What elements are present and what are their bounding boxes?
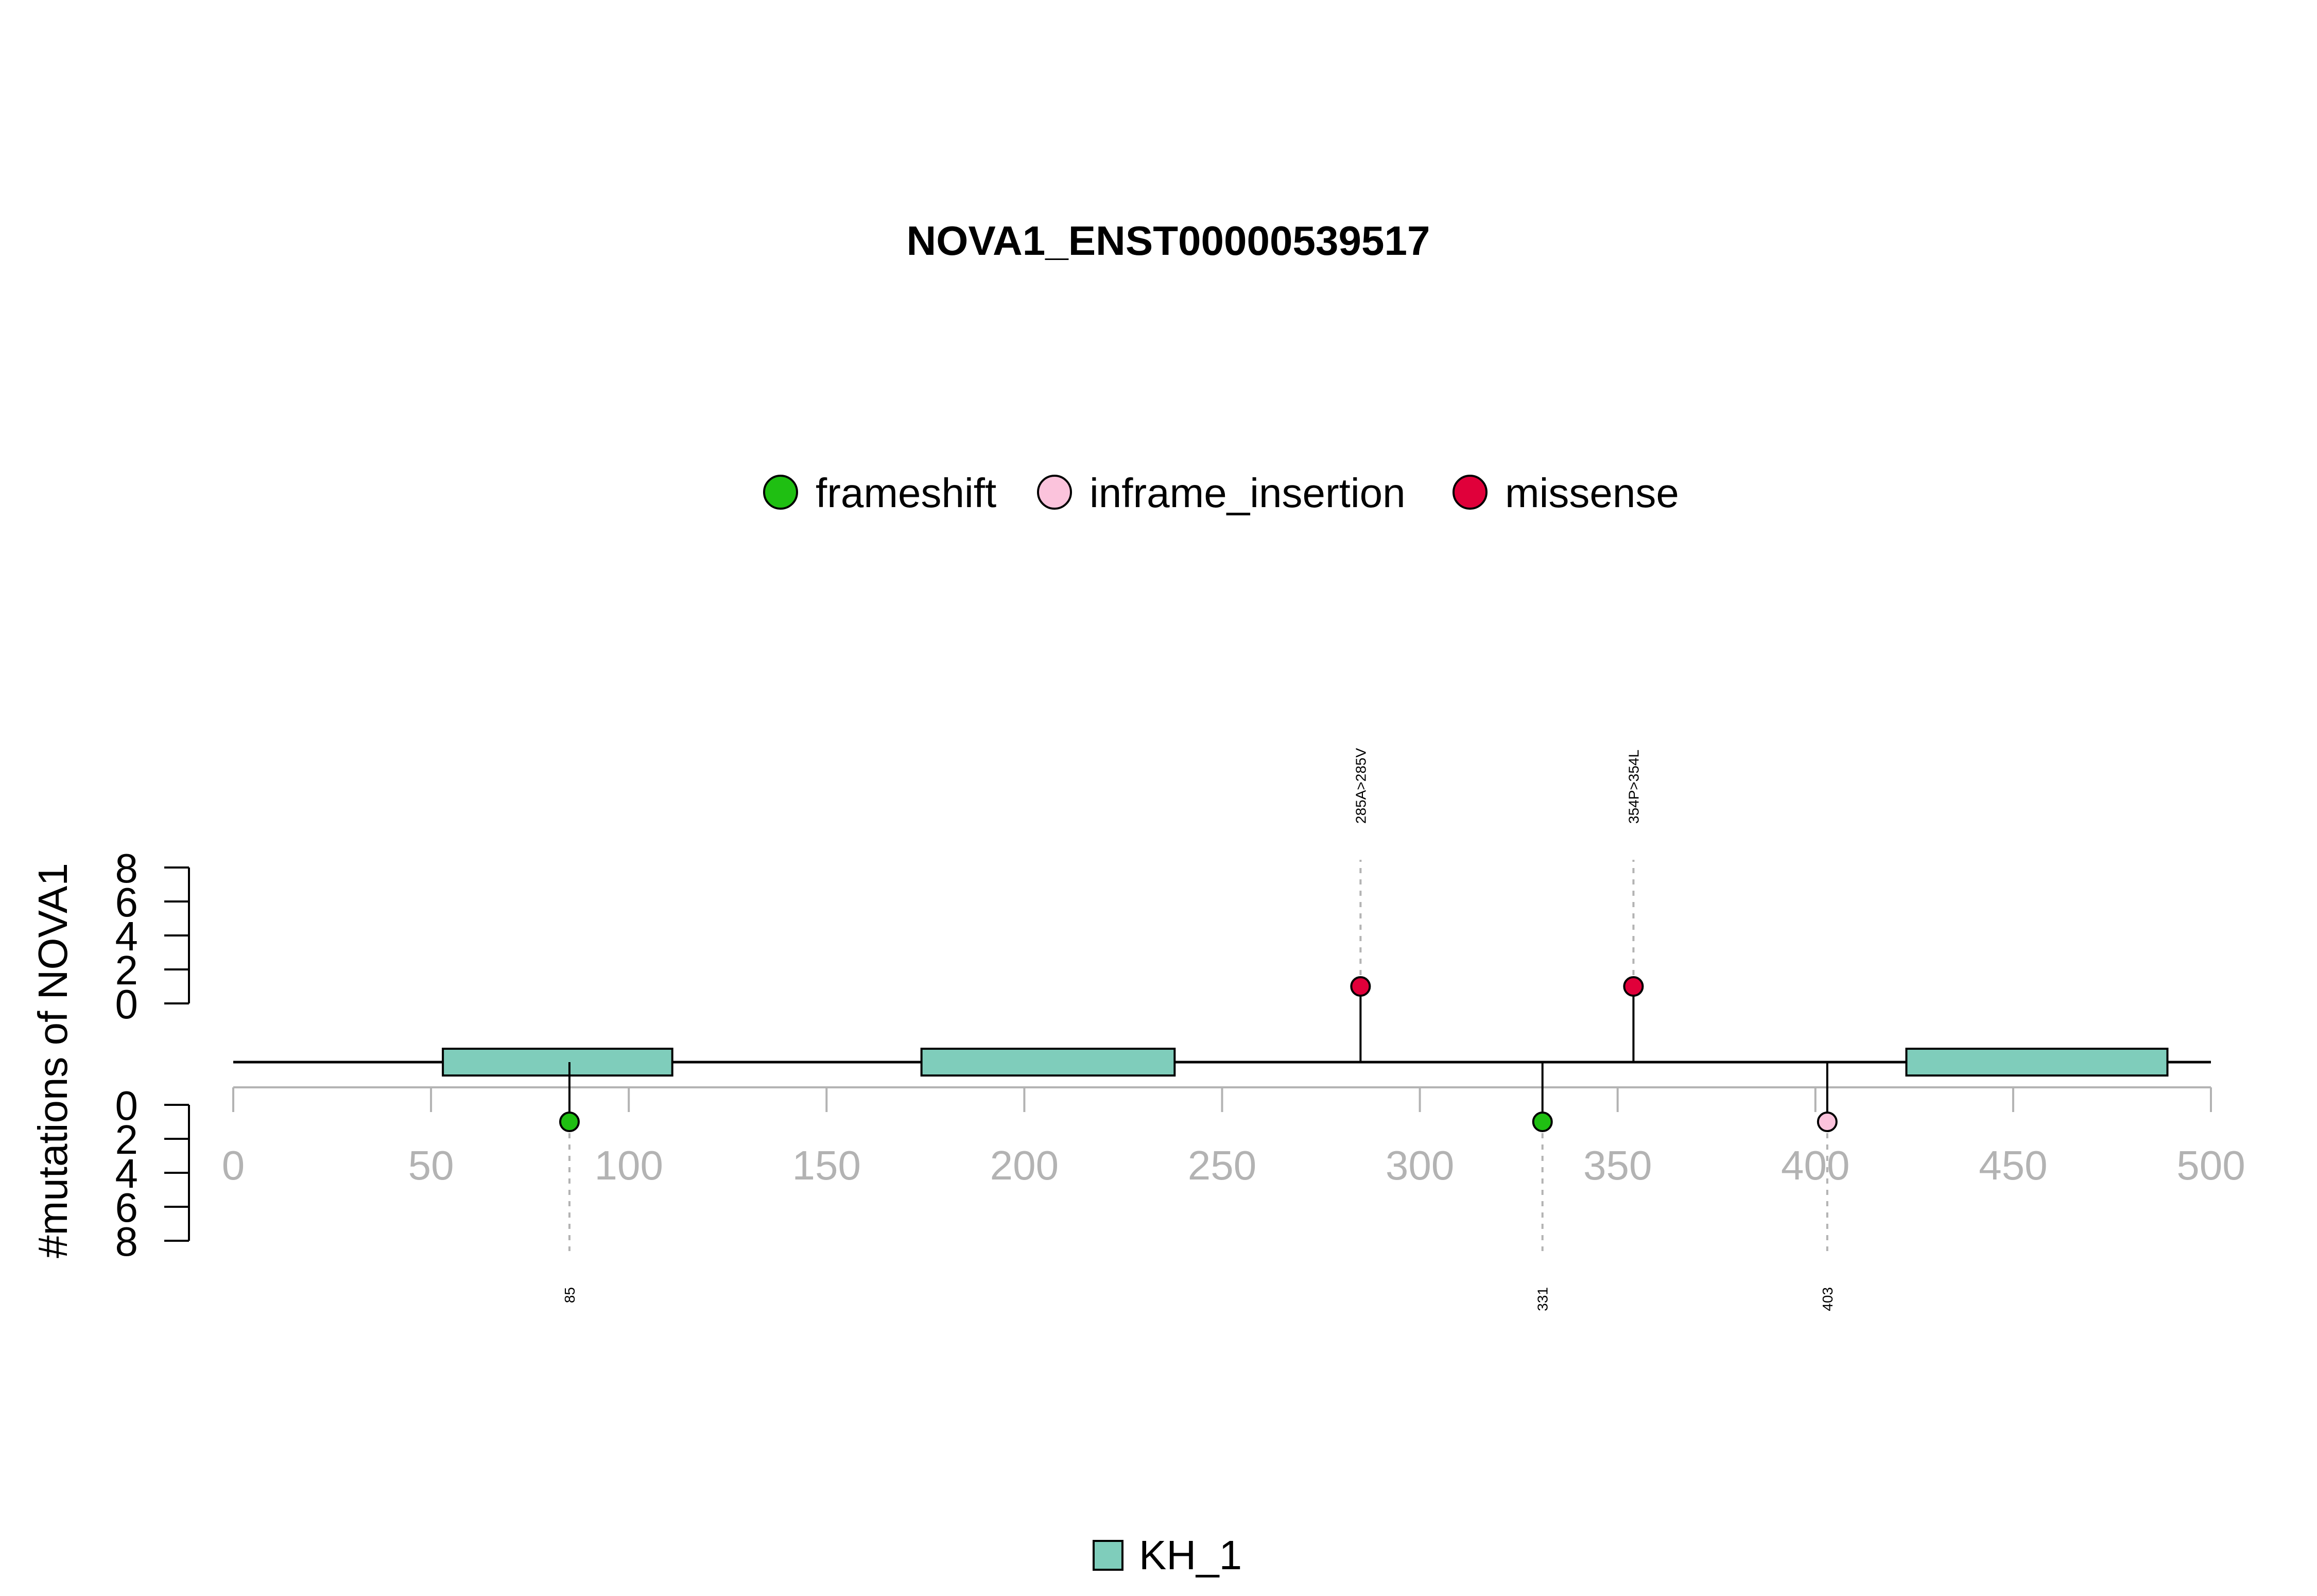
x-axis: 0 50 100 150 200 250 300 350 400 450 500 [222,1086,2245,1188]
x-tick-label-100: 100 [594,1142,663,1188]
mutation-guides [568,860,1828,1251]
mutation-dot-285 [1350,976,1371,997]
mutation-dots [559,976,1838,1132]
domain-box-KH_1-2 [920,1048,1176,1077]
domain-legend: KH_1 [1093,1532,1242,1578]
mutation-lollipops: 85 285A>285V 331 354P>354L 403 [559,748,1838,1311]
y-tick-label-bottom-0: 0 [115,1083,139,1129]
x-tick-label-500: 500 [2176,1142,2245,1188]
mutation-label-403: 403 [1820,1287,1836,1311]
x-tick-label-0: 0 [222,1142,245,1188]
x-tick-label-150: 150 [792,1142,861,1188]
x-tick-label-250: 250 [1188,1142,1256,1188]
chart-title: NOVA1_ENST00000539517 [907,218,1430,264]
x-tick-label-200: 200 [990,1142,1059,1188]
mutation-legend: frameshift inframe_insertion missense [763,470,1679,516]
domain-legend-label-KH_1: KH_1 [1139,1532,1242,1578]
y-tick-label-bottom-2: 2 [115,1117,139,1163]
legend-label-frameshift: frameshift [816,470,996,516]
y-tick-label-top-0: 0 [115,981,139,1027]
domain-boxes [442,1048,2169,1077]
legend-swatch-inframe_insertion [1037,475,1072,510]
x-tick-label-400: 400 [1781,1142,1849,1188]
legend-swatch-frameshift [763,475,798,510]
x-tick-label-300: 300 [1386,1142,1454,1188]
x-tick-label-450: 450 [1979,1142,2047,1188]
mutation-stems [568,986,1828,1122]
y-axis-label: #mutations of NOVA1 [30,863,76,1258]
mutation-labels: 85 285A>285V 331 354P>354L 403 [562,748,1836,1311]
domain-box-KH_1-1 [442,1048,673,1077]
mutation-label-85: 85 [562,1287,578,1303]
legend-swatch-missense [1453,475,1488,510]
x-tick-label-350: 350 [1583,1142,1652,1188]
domain-legend-swatch-KH_1 [1093,1540,1123,1571]
legend-label-missense: missense [1505,470,1679,516]
y-tick-label-top-4: 4 [115,913,139,959]
mutation-label-331: 331 [1535,1287,1551,1311]
y-tick-label-top-8: 8 [115,845,139,891]
mutation-label-285: 285A>285V [1353,748,1369,824]
y-tick-label-top-6: 6 [115,879,139,925]
domain-box-KH_1-3 [1905,1048,2169,1077]
mutation-dot-85 [559,1112,580,1132]
mutation-dot-331 [1532,1112,1553,1132]
y-tick-label-bottom-4: 4 [115,1151,139,1196]
mutation-label-354: 354P>354L [1626,750,1641,824]
legend-label-inframe_insertion: inframe_insertion [1090,470,1406,516]
mutation-dot-354 [1623,976,1644,997]
mutation-dot-403 [1817,1112,1838,1132]
x-tick-label-50: 50 [408,1142,454,1188]
y-tick-label-top-2: 2 [115,947,139,993]
y-tick-label-bottom-8: 8 [115,1219,139,1264]
y-tick-label-bottom-6: 6 [115,1185,139,1230]
